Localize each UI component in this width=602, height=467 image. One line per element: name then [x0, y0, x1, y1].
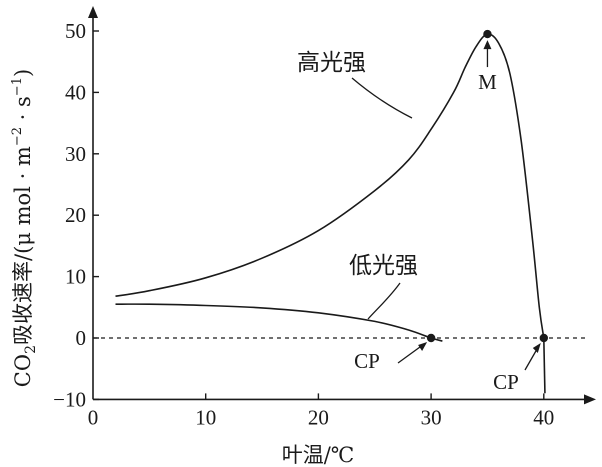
- annotation-cp-low: CP: [354, 349, 380, 373]
- series-high-light: [115, 33, 545, 339]
- axes: [88, 6, 596, 405]
- y-tick-label: 10: [65, 265, 86, 289]
- series-high-light-tail: [543, 337, 546, 394]
- y-tick-label: 40: [65, 80, 86, 104]
- x-axis-arrow: [584, 394, 596, 405]
- annotation-cp-high: CP: [493, 370, 519, 394]
- point-cp-high: [539, 333, 548, 343]
- x-tick-label: 0: [88, 405, 99, 429]
- y-tick-label: 50: [65, 19, 86, 43]
- annotation-m: M: [478, 70, 497, 94]
- arrow-cp-low-head: [418, 342, 428, 351]
- y-axis-title: CO2吸收速率/(μ mol · m−2 · s−1): [10, 69, 39, 387]
- series-label-low-light: 低光强: [349, 253, 418, 279]
- y-tick-label: 20: [65, 203, 86, 227]
- x-tick-label: 10: [195, 405, 216, 429]
- y-tick-label: −10: [53, 387, 86, 411]
- x-tick-label: 30: [421, 405, 442, 429]
- y-tick-label: 30: [65, 142, 86, 166]
- point-cp-low: [426, 333, 436, 343]
- x-tick-label: 20: [308, 405, 329, 429]
- y-axis-arrow: [88, 6, 98, 18]
- arrow-cp-high-head: [532, 343, 541, 353]
- x-tick-label: 40: [533, 405, 554, 429]
- series-label-high-light: 高光强: [297, 50, 366, 76]
- series-layer: [115, 33, 546, 394]
- point-m: [483, 29, 492, 39]
- arrow-m-head: [483, 40, 492, 50]
- leader-low-light: [367, 282, 401, 320]
- y-tick-label: 0: [76, 326, 87, 350]
- leader-high-light: [351, 77, 413, 119]
- x-axis-title: 叶温/℃: [282, 443, 355, 467]
- series-low-light: [115, 303, 443, 342]
